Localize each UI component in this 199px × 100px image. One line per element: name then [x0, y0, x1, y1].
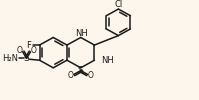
Text: H₂N: H₂N [2, 54, 18, 63]
Text: O: O [31, 46, 36, 55]
Text: O: O [88, 71, 94, 80]
Text: O: O [17, 46, 23, 55]
Text: NH: NH [75, 29, 88, 38]
Text: NH: NH [101, 56, 114, 65]
Text: O: O [68, 71, 74, 80]
Text: S: S [78, 66, 84, 75]
Text: Cl: Cl [114, 0, 123, 9]
Text: F: F [26, 41, 31, 50]
Text: S: S [24, 54, 29, 63]
